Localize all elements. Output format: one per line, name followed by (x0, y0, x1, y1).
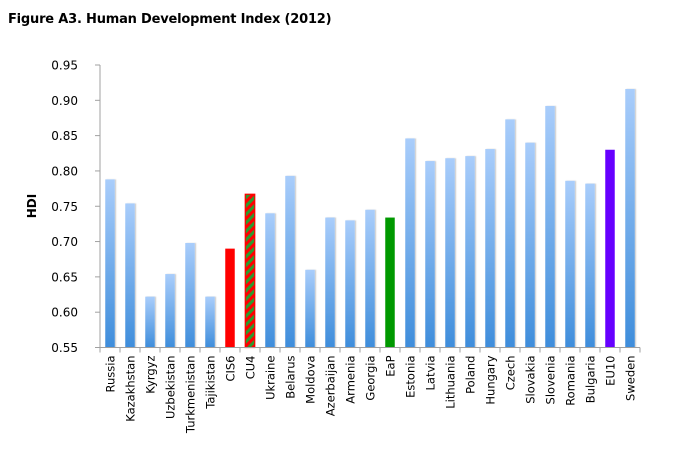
x-tick-label: Romania (564, 356, 578, 406)
x-tick-label: Hungary (484, 355, 498, 404)
bar-estonia (405, 138, 415, 348)
x-tick-label: Slovakia (524, 356, 538, 404)
x-tick-label: Estonia (404, 356, 418, 398)
bar-kazakhstan (125, 203, 135, 348)
y-tick-label: 0.55 (51, 341, 78, 355)
y-axis-label: HDI (25, 194, 39, 218)
x-tick-label: Georgia (364, 356, 378, 401)
x-tick-label: Slovenia (544, 356, 558, 405)
x-tick-label: Turkmenistan (184, 356, 198, 435)
y-tick-label: 0.85 (51, 129, 78, 143)
bar-cu4 (244, 193, 256, 349)
x-tick-label: Uzbekistan (164, 356, 178, 420)
y-axis: 0.55 0.60 0.65 0.70 0.75 0.80 0.85 0.90 0.95 (51, 59, 101, 355)
x-tick-label: CU4 (244, 356, 258, 380)
bar-slovakia (525, 142, 535, 348)
bar-lithuania (445, 158, 455, 348)
y-tick-label: 0.80 (51, 164, 78, 178)
bar-eap (385, 217, 395, 348)
bar-ukraine (265, 213, 275, 348)
bar-cis6 (225, 248, 235, 348)
y-tick-label: 0.75 (51, 200, 78, 214)
bar-belarus (285, 175, 295, 348)
x-tick-label: Belarus (284, 355, 298, 398)
bar-latvia (425, 161, 435, 348)
bar-georgia (365, 209, 375, 348)
y-tick-label: 0.60 (51, 306, 78, 320)
bars (105, 89, 635, 349)
x-tick-label: Bulgaria (584, 356, 598, 404)
x-tick-label: Armenia (344, 356, 358, 404)
x-tick-label: Moldova (304, 356, 318, 404)
y-tick-label: 0.65 (51, 270, 78, 284)
x-tick-label: CIS6 (224, 356, 238, 382)
x-tick-label: Kazakhstan (124, 356, 138, 422)
y-tick-label: 0.70 (51, 235, 78, 249)
y-tick-label: 0.95 (51, 59, 78, 73)
x-tick-label: Russia (104, 356, 118, 393)
bar-eu10 (605, 149, 615, 348)
x-tick-label: Ukraine (264, 356, 278, 400)
bar-armenia (345, 220, 355, 348)
bar-romania (565, 180, 575, 348)
bar-russia (105, 179, 115, 348)
chart-title: Figure A3. Human Development Index (2012… (8, 12, 332, 27)
x-tick-label: EaP (384, 355, 398, 376)
bar-bulgaria (585, 183, 595, 348)
x-tick-label: Poland (464, 356, 478, 394)
bar-kyrgyz (145, 296, 155, 348)
bar-czech (505, 119, 515, 348)
bar-turkmenistan (185, 242, 195, 348)
bar-uzbekistan (165, 274, 175, 348)
x-tick-label: Sweden (624, 356, 638, 401)
bar-azerbaijan (325, 217, 335, 348)
x-tick-label: Kyrgyz (144, 356, 158, 394)
x-tick-label: Tajikistan (204, 356, 218, 410)
x-tick-label: EU10 (604, 356, 618, 386)
bar-tajikistan (205, 296, 215, 348)
x-tick-label: Czech (504, 356, 518, 391)
x-axis: Russia Kazakhstan Kyrgyz Uzbekistan Turkmeni… (99, 347, 641, 435)
x-tick-label: Azerbaijan (324, 356, 338, 417)
bar-slovenia (545, 105, 555, 348)
bar-hungary (485, 149, 495, 348)
bar-poland (465, 156, 475, 348)
y-tick-label: 0.90 (51, 94, 78, 108)
bar-sweden (625, 89, 635, 348)
bar-moldova (305, 269, 315, 348)
x-tick-label: Lithuania (444, 356, 458, 409)
x-tick-label: Latvia (424, 356, 438, 391)
